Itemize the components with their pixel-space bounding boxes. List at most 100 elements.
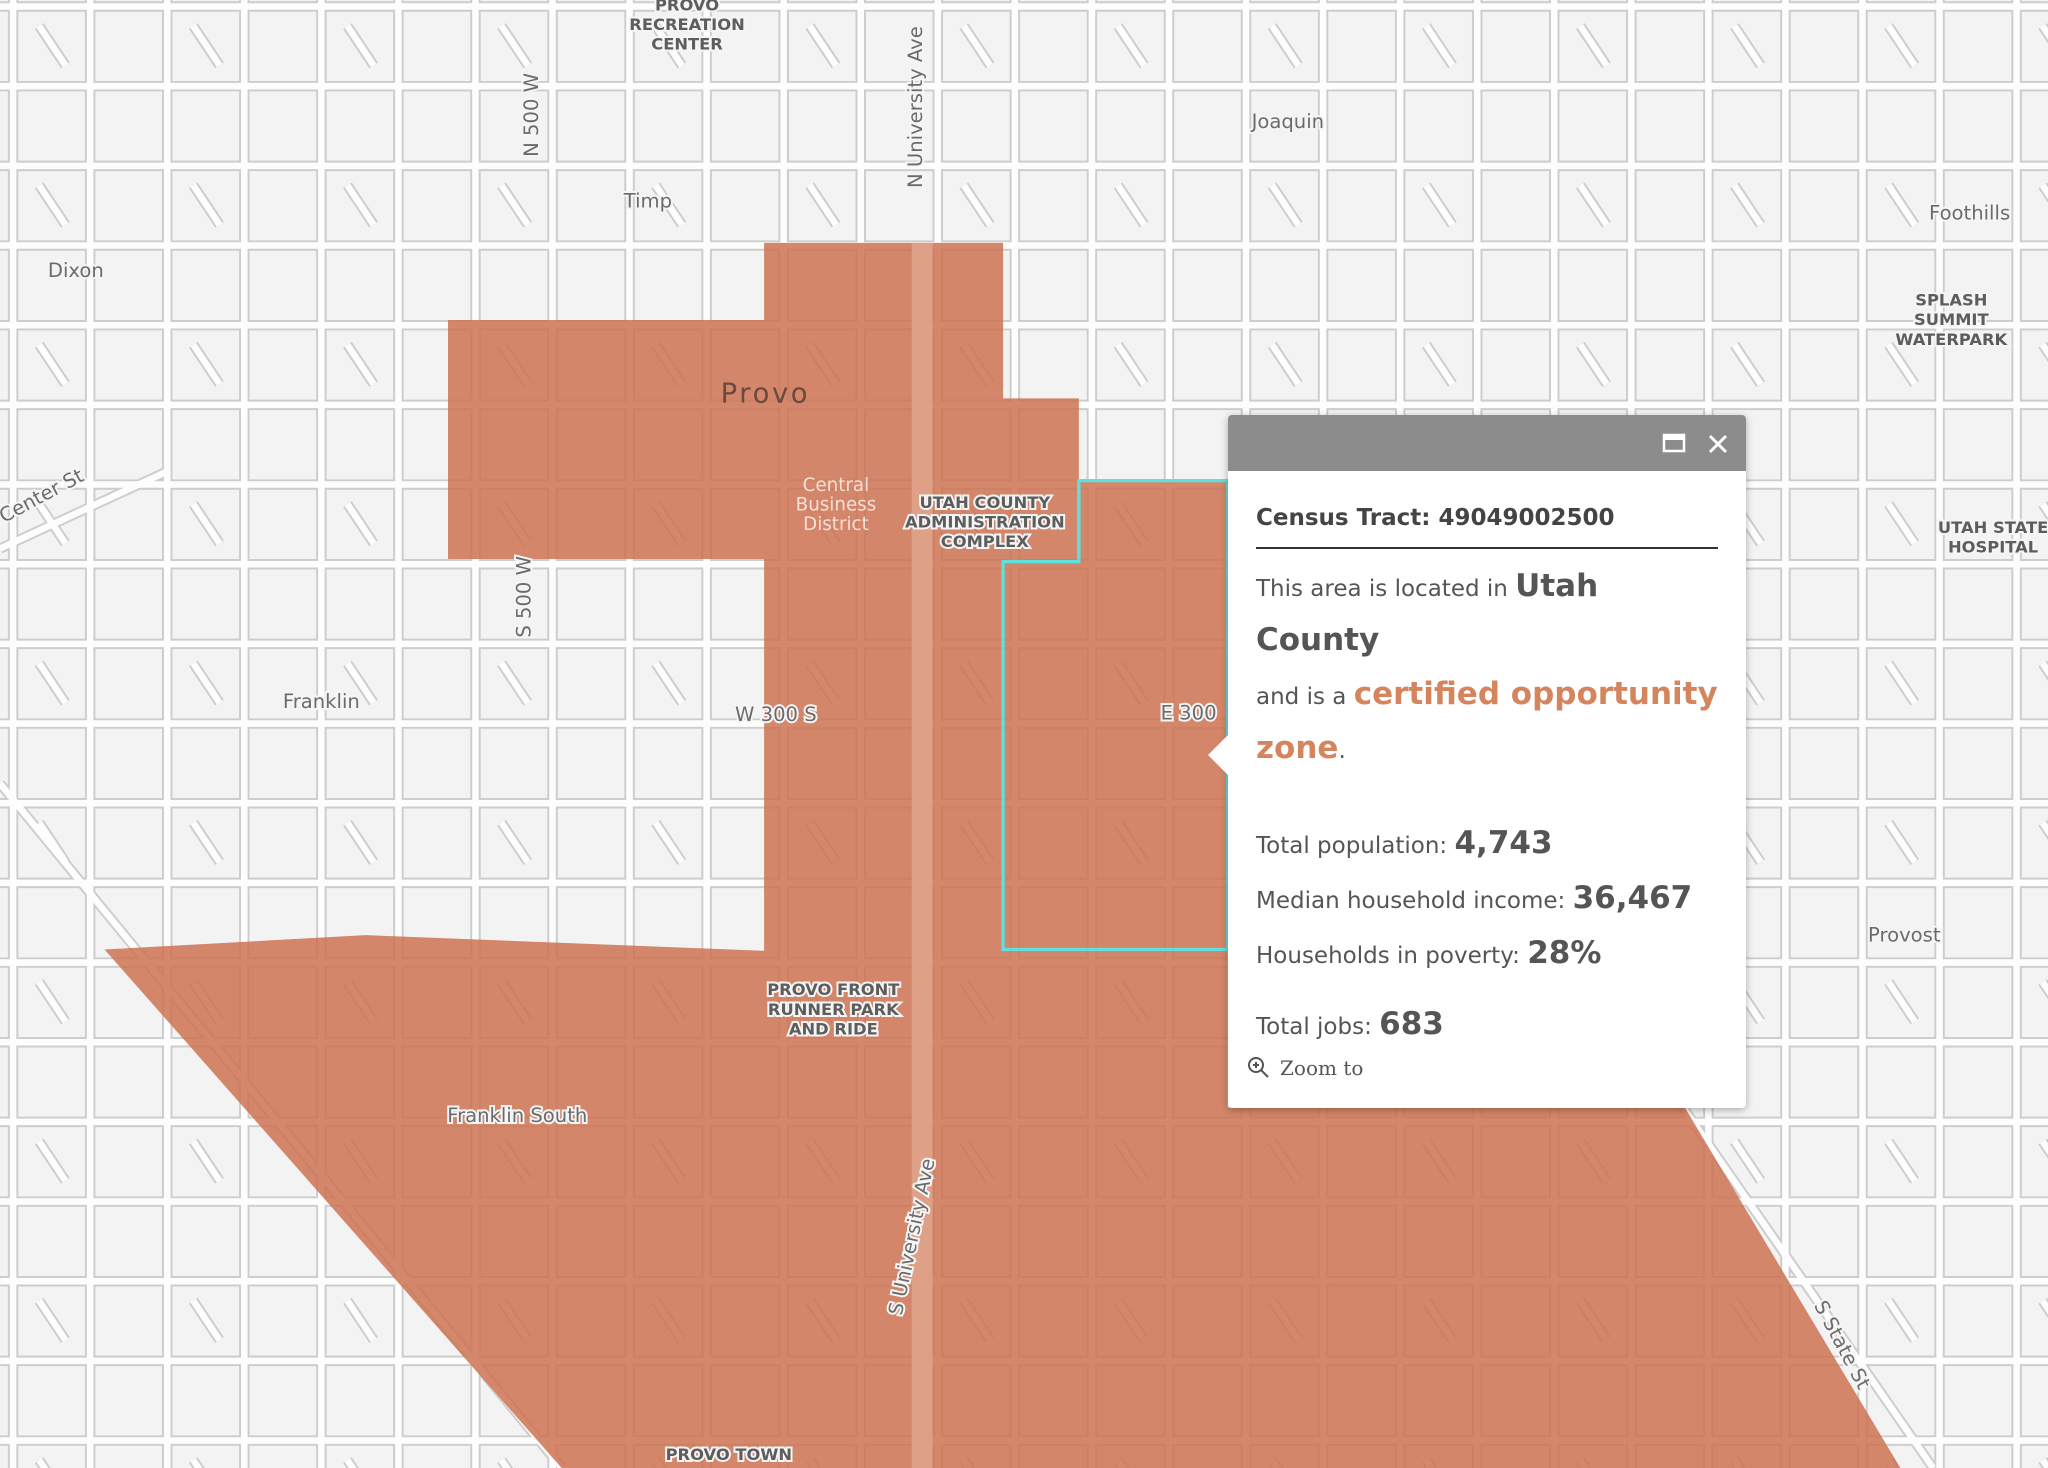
label-text: W 300 S: [735, 703, 817, 726]
label-text: Franklin South: [447, 1104, 587, 1127]
stat-label: Total jobs:: [1256, 1014, 1372, 1040]
street: [498, 661, 531, 705]
popup-title: Census Tract: 49049002500: [1256, 495, 1718, 549]
street: [36, 980, 69, 1024]
street: [1885, 1299, 1918, 1342]
label-text: S 500 W: [512, 556, 535, 638]
selected-tract[interactable]: [1001, 478, 1230, 952]
street: [344, 1299, 377, 1342]
label-text: N 500 W: [520, 73, 543, 157]
street: [2040, 24, 2048, 40]
label-text: RECREATION: [629, 15, 744, 34]
maximize-button[interactable]: [1662, 433, 1688, 455]
map-label: PROVO TOWN: [664, 1443, 794, 1466]
label-text: Timp: [623, 190, 672, 213]
zoom-icon: [1248, 1057, 1269, 1078]
label-text: HOSPITAL: [1948, 537, 2038, 556]
stats: Total population: 4,743 Median household …: [1256, 817, 1718, 1053]
map-label: E 300: [1159, 700, 1219, 727]
label-text: Provo: [721, 378, 811, 409]
street: [1115, 24, 1147, 68]
street: [190, 342, 223, 386]
street: [190, 24, 223, 68]
street: [1885, 1139, 1918, 1183]
street: [344, 24, 377, 68]
map-label: N 500 W: [518, 71, 545, 159]
text: .: [1338, 738, 1346, 764]
label-text: Foothills: [1929, 201, 2010, 224]
stat-row: Total population: 4,743: [1256, 817, 1718, 872]
label-text: Dixon: [48, 259, 104, 282]
street: [190, 821, 223, 864]
map-label: N University Ave: [902, 24, 929, 190]
street: [652, 183, 685, 227]
street: [652, 821, 685, 864]
location-text: This area is located in Utah County: [1256, 561, 1718, 669]
stat-label: Households in poverty:: [1256, 943, 1520, 969]
map-label: Joaquin: [1248, 108, 1326, 135]
street: [2040, 502, 2048, 518]
street: [2040, 980, 2048, 996]
popup: Census Tract: 49049002500 This area is l…: [1208, 415, 1746, 1108]
map-label: S 500 W: [510, 554, 537, 640]
street: [1577, 183, 1610, 227]
map-label: Foothills: [1927, 199, 2012, 226]
street: [1885, 821, 1918, 864]
street: [344, 342, 377, 386]
stat-label: Median household income:: [1256, 888, 1566, 914]
stat-value: 4,743: [1454, 825, 1553, 861]
street: [961, 24, 993, 68]
zoom-label: Zoom to: [1280, 1056, 1364, 1080]
street: [2040, 821, 2048, 837]
street: [1269, 183, 1301, 227]
zoom-to[interactable]: Zoom to: [1248, 1053, 1718, 1083]
street: [36, 183, 69, 227]
zone-text: and is a certified opportunity zone.: [1256, 669, 1718, 777]
label-text: Business: [796, 495, 877, 516]
street: [1423, 24, 1456, 68]
label-text: COMPLEX: [941, 532, 1030, 551]
street: [190, 1139, 223, 1183]
street: [1423, 342, 1456, 386]
street: [2040, 342, 2048, 359]
street: [1731, 183, 1764, 227]
label-text: RUNNER PARK: [768, 1000, 900, 1019]
street: [1731, 1139, 1764, 1183]
street: [190, 661, 223, 705]
label-text: Franklin: [283, 690, 360, 713]
street: [2040, 1139, 2048, 1156]
street: [2040, 183, 2048, 200]
street: [36, 24, 69, 68]
street: [190, 1458, 203, 1468]
street: [190, 1299, 223, 1342]
street: [498, 1458, 511, 1468]
text: and is a: [1256, 684, 1347, 710]
street: [807, 183, 839, 227]
street: [498, 24, 531, 68]
label-text: PROVO FRONT: [767, 980, 900, 999]
street: [1269, 24, 1301, 68]
street: [961, 183, 993, 227]
label-text: District: [803, 514, 869, 535]
street: [36, 1139, 69, 1183]
street: [498, 183, 531, 227]
street: [1577, 342, 1610, 386]
label-text: PROVO TOWN: [666, 1445, 792, 1464]
zone-status: certified opportunity zone: [1256, 676, 1718, 766]
popup-pointer: [1208, 735, 1228, 775]
stat-row: Total jobs: 683: [1256, 998, 1718, 1053]
street: [807, 24, 839, 68]
map-label: Provost: [1866, 922, 1943, 949]
label-text: N University Ave: [904, 26, 927, 188]
label-text: UTAH COUNTY: [919, 493, 1050, 512]
close-button[interactable]: [1706, 432, 1730, 456]
street: [1731, 24, 1764, 68]
label-text: SPLASH: [1915, 291, 1987, 310]
street: [1885, 661, 1918, 705]
street: [1885, 24, 1918, 68]
